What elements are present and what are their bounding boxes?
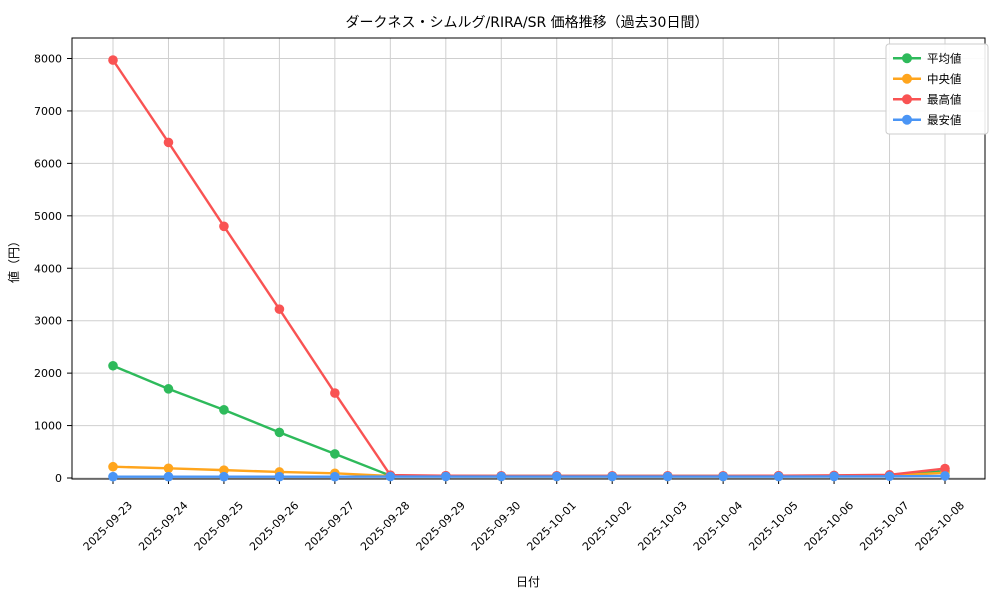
data-point-marker bbox=[607, 471, 617, 482]
legend-marker-dot bbox=[902, 53, 912, 64]
data-point-marker bbox=[829, 471, 839, 482]
data-point-marker bbox=[773, 471, 784, 482]
data-point-marker bbox=[219, 471, 229, 482]
data-point-marker bbox=[108, 55, 118, 65]
y-tick-label: 2000 bbox=[34, 367, 62, 380]
data-point-marker bbox=[274, 304, 285, 314]
legend-label-最安値: 最安値 bbox=[927, 113, 962, 127]
data-point-marker bbox=[163, 463, 174, 474]
data-point-marker bbox=[274, 427, 285, 438]
data-point-marker bbox=[330, 388, 340, 398]
data-point-marker bbox=[940, 463, 950, 474]
chart-title: ダークネス・シムルグ/RIRA/SR 価格推移（過去30日間） bbox=[346, 15, 709, 31]
y-tick-label: 8000 bbox=[34, 53, 62, 66]
x-axis-label: 日付 bbox=[516, 575, 540, 589]
data-point-marker bbox=[108, 360, 118, 371]
data-point-marker bbox=[163, 137, 174, 148]
y-tick-label: 6000 bbox=[34, 157, 62, 170]
data-point-marker bbox=[330, 471, 340, 482]
legend-label-平均値: 平均値 bbox=[927, 51, 962, 65]
y-tick-label: 4000 bbox=[34, 262, 62, 275]
data-point-marker bbox=[274, 471, 285, 482]
y-axis-label: 値（円） bbox=[6, 235, 21, 283]
data-point-marker bbox=[385, 471, 396, 482]
y-tick-label: 1000 bbox=[34, 420, 62, 433]
series-line-最安値 bbox=[111, 474, 947, 478]
data-point-marker bbox=[163, 471, 174, 482]
y-tick-label: 3000 bbox=[34, 315, 62, 328]
data-point-marker bbox=[551, 471, 562, 482]
data-point-marker bbox=[662, 471, 673, 482]
y-tick-label: 7000 bbox=[34, 105, 62, 118]
legend-label-最高値: 最高値 bbox=[927, 92, 962, 106]
plot-border bbox=[71, 37, 986, 480]
data-point-marker bbox=[219, 221, 229, 232]
data-point-marker bbox=[219, 405, 229, 415]
data-point-marker bbox=[330, 449, 340, 459]
y-tick-label: 0 bbox=[55, 472, 62, 485]
legend-marker-dot bbox=[902, 94, 912, 105]
data-point-marker bbox=[718, 471, 728, 482]
data-point-marker bbox=[108, 471, 118, 482]
legend-marker-dot bbox=[902, 114, 912, 125]
legend-label-中央値: 中央値 bbox=[927, 72, 962, 86]
data-point-marker bbox=[163, 384, 174, 394]
data-point-marker bbox=[441, 471, 451, 482]
y-tick-label: 5000 bbox=[34, 210, 62, 223]
data-point-marker bbox=[496, 471, 507, 482]
data-point-marker bbox=[108, 461, 118, 472]
plot-background bbox=[72, 38, 985, 479]
data-point-marker bbox=[884, 471, 895, 482]
legend-box bbox=[885, 43, 989, 135]
legend-marker-dot bbox=[902, 73, 912, 84]
data-point-marker bbox=[940, 471, 950, 481]
